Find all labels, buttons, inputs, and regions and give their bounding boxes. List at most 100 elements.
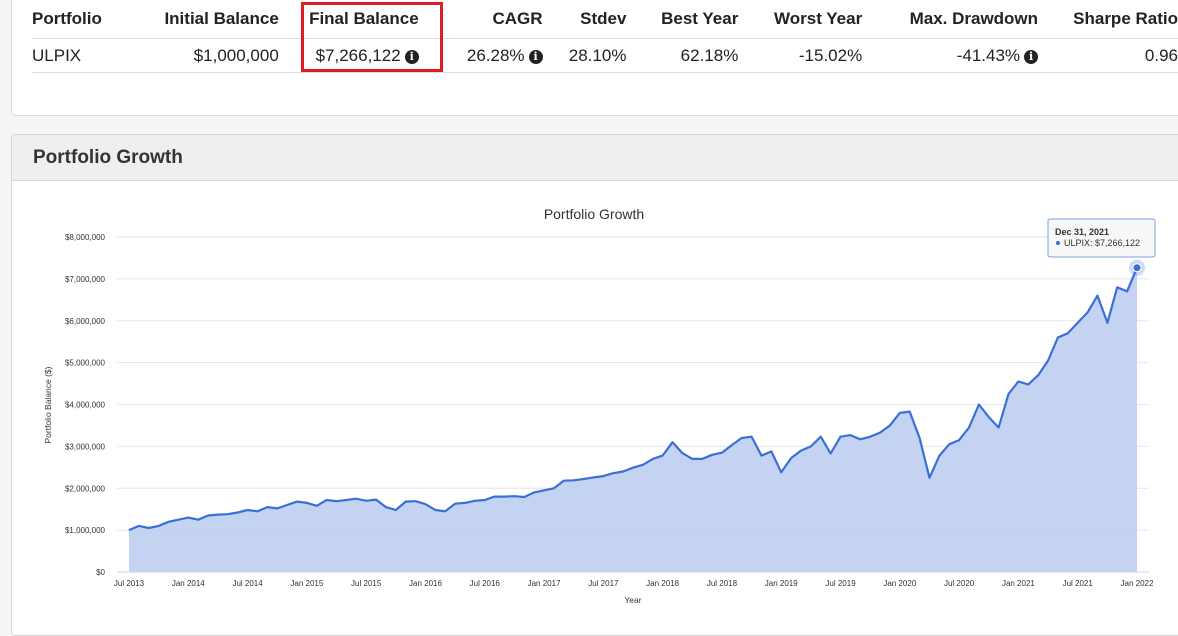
col-header-stdev[interactable]: Stdev — [580, 9, 627, 28]
final-balance-value: $7,266,122 — [315, 45, 401, 65]
tooltip-date: Dec 31, 2021 — [1055, 227, 1109, 237]
data-point — [810, 446, 812, 448]
data-point — [919, 437, 921, 439]
y-axis-title: Portfolio Balance ($) — [43, 366, 53, 443]
y-tick-label: $8,000,000 — [65, 233, 106, 242]
data-point — [286, 504, 288, 506]
col-header-best-year[interactable]: Best Year — [661, 9, 739, 28]
col-header-final-balance[interactable]: Final Balance — [309, 9, 419, 28]
data-point — [731, 444, 733, 446]
data-point — [889, 425, 891, 427]
data-point — [958, 439, 960, 441]
chart-title: Portfolio Growth — [544, 206, 644, 222]
table-row: ULPIX $1,000,000 $7,266,122 i 26.28% i 28.… — [32, 38, 1178, 73]
info-circle-icon[interactable]: i — [1024, 49, 1039, 64]
data-point — [514, 495, 516, 497]
data-point — [425, 503, 427, 505]
x-tick-labels: Jul 2013 Jan 2014 Jul 2014 Jan 2015 Jul 2015… — [114, 579, 1154, 588]
data-point — [168, 521, 170, 523]
col-header-initial-balance[interactable]: Initial Balance — [164, 9, 279, 28]
data-point — [672, 441, 674, 443]
y-tick-label: $7,000,000 — [65, 275, 106, 284]
data-point — [138, 525, 140, 527]
data-point — [1097, 295, 1099, 297]
data-point — [128, 529, 130, 531]
data-point — [158, 525, 160, 527]
table-header-row: Portfolio Initial Balance Final Balance … — [32, 0, 1178, 39]
tooltip-value: ULPIX: $7,266,122 — [1064, 238, 1140, 248]
data-point — [296, 501, 298, 503]
data-point — [642, 464, 644, 466]
data-point — [988, 416, 990, 418]
data-point — [622, 471, 624, 473]
x-tick-label: Jan 2021 — [1002, 579, 1035, 588]
y-tick-label: $5,000,000 — [65, 359, 106, 368]
portfolio-growth-chart: $0 $1,000,000 $2,000,000 $3,000,000 $4,000,0… — [43, 206, 1156, 605]
data-point — [721, 452, 723, 454]
series-line[interactable] — [128, 267, 1139, 532]
cell-worst-year: -15.02% — [738, 38, 863, 73]
data-point — [563, 480, 565, 482]
x-axis-title: Year — [624, 595, 641, 605]
growth-panel-header: Portfolio Growth — [12, 135, 1178, 181]
col-header-portfolio[interactable]: Portfolio — [32, 9, 102, 28]
col-header-worst-year[interactable]: Worst Year — [774, 9, 863, 28]
cell-stdev: 28.10% — [542, 38, 627, 73]
data-point — [1057, 337, 1059, 339]
data-point — [751, 436, 753, 438]
data-point — [365, 500, 367, 502]
data-point — [375, 499, 377, 501]
data-point — [474, 500, 476, 502]
col-header-sharpe-ratio[interactable]: Sharpe Ratio — [1073, 9, 1178, 28]
x-tick-label: Jul 2019 — [825, 579, 856, 588]
data-point — [860, 439, 862, 441]
data-point — [356, 498, 358, 500]
data-point — [178, 519, 180, 521]
tooltip-box — [1047, 218, 1156, 258]
series-area-fill — [129, 267, 1137, 572]
data-point — [148, 527, 150, 529]
data-point — [603, 475, 605, 477]
data-point — [850, 434, 852, 436]
cell-cagr: 26.28% i — [430, 38, 543, 73]
data-point — [326, 499, 328, 501]
tooltip-marker — [1056, 241, 1060, 245]
x-tick-label: Jul 2013 — [114, 579, 145, 588]
data-point — [316, 505, 318, 507]
cagr-value: 26.28% — [466, 45, 525, 65]
x-tick-label: Jul 2014 — [232, 579, 263, 588]
max-drawdown-value: -41.43% — [956, 45, 1021, 65]
info-circle-icon[interactable]: i — [404, 49, 419, 64]
data-point — [1077, 322, 1079, 324]
data-point — [939, 455, 941, 457]
data-point — [998, 427, 1000, 429]
data-point — [879, 432, 881, 434]
data-point — [276, 508, 278, 510]
x-tick-label: Jan 2022 — [1121, 579, 1154, 588]
data-point — [948, 444, 950, 446]
col-header-cagr[interactable]: CAGR — [492, 9, 543, 28]
data-point — [1116, 287, 1118, 289]
info-circle-icon[interactable]: i — [528, 49, 543, 64]
data-point — [227, 513, 229, 515]
data-point — [346, 499, 348, 501]
y-tick-label: $2,000,000 — [65, 484, 106, 493]
data-point — [405, 501, 407, 503]
data-point — [929, 477, 931, 479]
col-header-max-drawdown[interactable]: Max. Drawdown — [909, 9, 1039, 28]
x-tick-label: Jul 2017 — [588, 579, 619, 588]
data-point — [395, 509, 397, 511]
x-tick-label: Jan 2015 — [290, 579, 323, 588]
data-point — [583, 478, 585, 480]
data-point — [1126, 291, 1128, 293]
data-point — [761, 455, 763, 457]
data-point — [790, 457, 792, 459]
y-tick-label: $0 — [96, 568, 105, 577]
data-point — [771, 451, 773, 453]
data-point — [741, 437, 743, 439]
data-point — [484, 499, 486, 501]
x-tick-label: Jan 2020 — [883, 579, 916, 588]
data-point — [1037, 374, 1039, 376]
data-point — [830, 453, 832, 455]
hover-point[interactable] — [1132, 263, 1142, 273]
